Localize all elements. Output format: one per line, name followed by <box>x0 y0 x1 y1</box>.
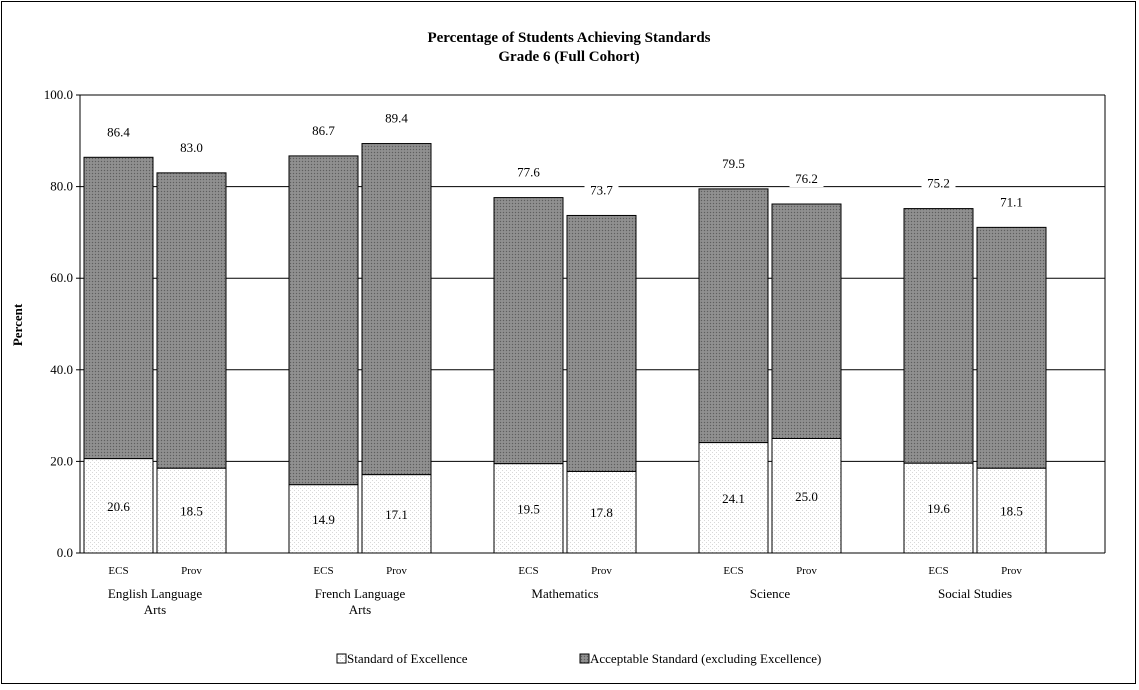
category-label: Mathematics <box>531 586 598 601</box>
y-axis-label: Percent <box>10 303 25 346</box>
bar-acceptable <box>698 188 769 444</box>
axes <box>76 94 1106 554</box>
bar-excellence <box>493 463 564 554</box>
bar-label: Prov <box>1001 565 1022 577</box>
data-label-backdrop <box>101 124 136 141</box>
data-label-excellence: 25.0 <box>795 489 818 504</box>
category-label: Science <box>750 586 791 601</box>
category-label: English Language <box>108 586 202 601</box>
category-label: Social Studies <box>938 586 1012 601</box>
data-label-total: 76.2 <box>795 171 818 186</box>
data-label-backdrop <box>921 175 956 192</box>
data-label-backdrop <box>174 139 209 156</box>
bar-excellence <box>566 470 637 554</box>
data-label-backdrop <box>994 194 1029 211</box>
data-label-excellence: 19.5 <box>517 501 540 516</box>
data-label-backdrop <box>306 122 341 139</box>
data-label-backdrop <box>584 182 619 199</box>
data-label-backdrop <box>789 171 824 188</box>
data-labels: 20.6 86.4 18.5 83.0 14.9 86.7 17.1 89.4 19.5 77.6… <box>101 110 1029 527</box>
data-label-total: 73.7 <box>590 182 613 197</box>
y-tick-label: 100.0 <box>44 87 73 102</box>
data-label-excellence: 18.5 <box>180 504 203 519</box>
data-label-excellence: 17.8 <box>590 505 613 520</box>
data-label-excellence: 14.9 <box>312 512 335 527</box>
bars <box>83 143 1047 554</box>
y-tick-label: 80.0 <box>50 179 73 194</box>
bar-label: Prov <box>796 565 817 577</box>
legend-swatch-excellence <box>336 653 347 664</box>
bar-excellence <box>288 484 359 554</box>
bar-label: ECS <box>518 565 538 577</box>
data-label-total: 71.1 <box>1000 194 1023 209</box>
data-label-backdrop <box>716 155 751 172</box>
data-label-total: 89.4 <box>385 111 408 126</box>
category-label: Arts <box>144 602 166 617</box>
data-label-total: 79.5 <box>722 156 745 171</box>
bar-acceptable <box>361 143 432 476</box>
bar-label: ECS <box>928 565 948 577</box>
y-tick-label: 0.0 <box>57 545 73 560</box>
bar-label: ECS <box>108 565 128 577</box>
data-label-excellence: 18.5 <box>1000 504 1023 519</box>
bar-acceptable <box>976 226 1047 469</box>
bar-acceptable <box>903 208 974 464</box>
bar-label: Prov <box>386 565 407 577</box>
bar-acceptable <box>566 214 637 472</box>
bar-acceptable <box>493 197 564 465</box>
data-label-total: 86.4 <box>107 124 130 139</box>
bar-excellence <box>361 474 432 554</box>
data-label-excellence: 20.6 <box>107 499 130 514</box>
data-label-total: 77.6 <box>517 165 540 180</box>
data-label-total: 75.2 <box>927 176 950 191</box>
bar-acceptable <box>156 172 227 469</box>
y-tick-label: 40.0 <box>50 362 73 377</box>
bar-excellence <box>903 462 974 554</box>
data-label-backdrop <box>511 164 546 181</box>
data-label-excellence: 17.1 <box>385 507 408 522</box>
legend: Standard of Excellence Acceptable Standa… <box>336 651 821 666</box>
data-label-total: 86.7 <box>312 123 335 138</box>
bar-label: ECS <box>723 565 743 577</box>
data-label-total: 83.0 <box>180 140 203 155</box>
y-tick-labels: 0.0 20.0 40.0 60.0 80.0 100.0 <box>44 87 73 560</box>
bar-label: ECS <box>313 565 333 577</box>
bar-excellence <box>771 438 842 554</box>
legend-label-excellence: Standard of Excellence <box>347 651 468 666</box>
y-tick-label: 60.0 <box>50 270 73 285</box>
bar-excellence <box>976 467 1047 554</box>
category-label: French Language <box>315 586 406 601</box>
chart-title: Percentage of Students Achieving Standar… <box>427 30 710 46</box>
data-label-excellence: 19.6 <box>927 501 950 516</box>
bar-acceptable <box>83 156 154 460</box>
legend-label-acceptable: Acceptable Standard (excluding Excellenc… <box>590 651 821 666</box>
data-label-excellence: 24.1 <box>722 491 745 506</box>
bar-acceptable <box>288 155 359 486</box>
bar-excellence <box>698 442 769 554</box>
data-label-backdrop <box>379 110 414 127</box>
bar-label: Prov <box>591 565 612 577</box>
bar-excellence <box>83 458 154 554</box>
bar-acceptable <box>771 203 842 439</box>
chart-subtitle: Grade 6 (Full Cohort) <box>498 49 639 65</box>
bar-label: Prov <box>181 565 202 577</box>
y-tick-label: 20.0 <box>50 453 73 468</box>
legend-swatch-acceptable <box>579 653 590 664</box>
category-label: Arts <box>349 602 371 617</box>
